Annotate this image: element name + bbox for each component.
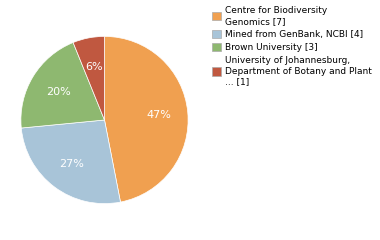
- Wedge shape: [73, 36, 105, 120]
- Legend: Centre for Biodiversity
Genomics [7], Mined from GenBank, NCBI [4], Brown Univer: Centre for Biodiversity Genomics [7], Mi…: [210, 5, 374, 88]
- Wedge shape: [21, 120, 120, 204]
- Text: 20%: 20%: [46, 87, 70, 97]
- Wedge shape: [21, 42, 104, 128]
- Text: 47%: 47%: [146, 110, 171, 120]
- Text: 27%: 27%: [60, 159, 84, 168]
- Text: 6%: 6%: [85, 62, 103, 72]
- Wedge shape: [105, 36, 188, 202]
